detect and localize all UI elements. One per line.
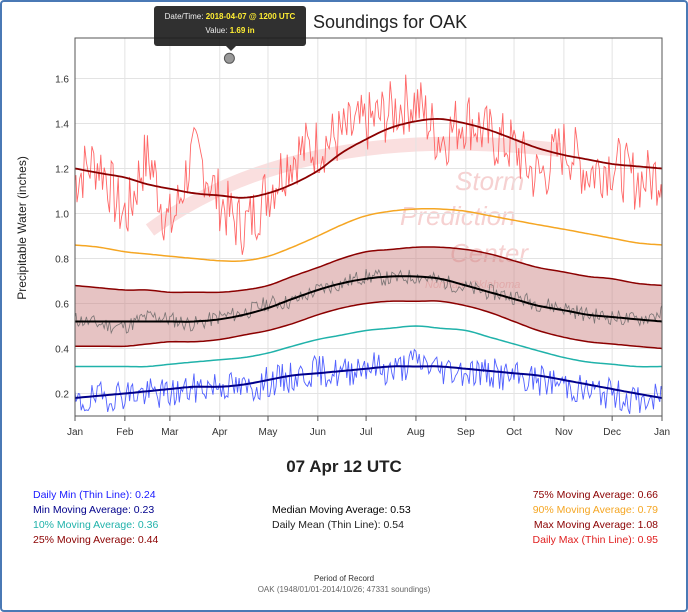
p25-moving-average-line [75,300,663,350]
interquartile-band [75,247,662,349]
x-tick-label: Jun [310,427,326,438]
tooltip-date-row: Date/Time: 2018-04-07 @ 1200 UTC [154,10,306,24]
stat-value: 0.54 [383,519,404,531]
y-tick-label: 0.2 [55,390,69,401]
tooltip-date-value: 2018-04-07 @ 1200 UTC [205,12,296,21]
p10-moving-average-line [75,325,662,368]
stat-label: Max Moving Average: [533,519,638,531]
watermark-line-3: Center [450,238,529,268]
y-tick-label: 1.4 [55,120,69,131]
stat-row: 10% Moving Average: 0.36 [33,519,158,531]
period-of-record-title: Period of Record [313,574,375,583]
stat-row: Daily Mean (Thin Line): 0.54 [272,519,404,531]
y-tick-label: 1.2 [55,165,69,176]
tooltip-value-label: Value: [205,26,228,35]
stat-value: 0.79 [637,504,658,516]
x-tick-label: May [259,427,278,438]
stat-row: Max Moving Average: 1.08 [534,519,658,531]
daily-min-line [74,348,663,414]
stat-label: Min Moving Average: [33,504,134,516]
y-tick-label: 0.6 [55,300,69,311]
stat-row: Daily Min (Thin Line): 0.24 [33,489,156,501]
y-tick-label: 1.6 [55,75,69,86]
stat-value: 0.23 [133,504,155,516]
p75-moving-average-line [74,246,663,294]
stat-label: Median Moving Average: [272,504,391,516]
stat-label: 75% Moving Average: [532,489,638,501]
x-tick-label: Nov [555,427,573,438]
daily-mean-line [74,268,663,335]
stat-row: Daily Max (Thin Line): 0.95 [533,534,658,546]
x-tick-label: Feb [116,427,134,438]
x-tick-label: Jan [654,427,670,438]
precipitable-water-chart: Storm Prediction Center Norman, Oklahoma… [15,12,670,438]
spc-watermark: Storm Prediction Center Norman, Oklahoma [145,136,561,291]
y-tick-label: 0.4 [55,345,69,356]
stat-value: 0.24 [135,489,156,501]
tooltip-date-label: Date/Time: [164,12,204,21]
y-tick-label: 0.8 [55,255,69,266]
x-tick-label: Apr [212,427,228,438]
stat-value: 0.44 [137,534,159,546]
tooltip-value-value: 1.69 in [229,26,255,35]
x-tick-label: Aug [407,427,425,438]
median-moving-average-line [75,275,663,323]
tooltip-value-row: Value: 1.69 in [154,24,306,38]
stat-label: 25% Moving Average: [33,534,138,546]
chart-series [74,74,663,414]
tooltip-pointer [226,46,236,51]
stat-value: 0.66 [637,489,658,501]
daily-max-line [74,74,663,255]
y-tick-label: 1.0 [55,210,69,221]
y-axis-title: Precipitable Water (inches) [15,156,29,300]
stat-row: 90% Moving Average: 0.79 [533,504,658,516]
x-tick-label: Mar [161,427,179,438]
stat-value: 0.95 [637,534,658,546]
stat-row: 75% Moving Average: 0.66 [533,489,658,501]
watermark-swoosh [145,136,561,236]
x-tick-label: Sep [457,427,475,438]
stat-value: 1.08 [637,519,658,531]
stat-label: 90% Moving Average: [532,504,638,516]
selected-date-title: 07 Apr 12 UTC [286,457,402,476]
plot-border [74,37,663,417]
chart-axes: 0.2 0.4 0.6 0.8 1.0 1.2 1.4 1.6 Jan Feb Mar Apr May J… [55,37,670,438]
stat-label: 10% Moving Average: [33,519,138,531]
watermark-line-2: Prediction [400,201,516,231]
min-moving-average-line [74,365,663,399]
stat-label: Daily Max (Thin Line): [532,534,638,546]
x-tick-label: Jan [67,427,83,438]
stat-value: 0.36 [137,519,159,531]
period-of-record-value: OAK (1948/01/01-2014/10/26; 47331 soundi… [257,585,431,594]
stat-row: Min Moving Average: 0.23 [33,504,154,516]
watermark-line-1: Storm [455,166,524,196]
stat-row: Median Moving Average: 0.53 [272,504,411,516]
x-tick-label: Dec [603,427,621,438]
highlighted-point[interactable] [223,52,235,64]
stat-value: 0.53 [390,504,411,516]
tooltip: Date/Time: 2018-04-07 @ 1200 UTC Value: … [154,6,306,46]
x-tick-label: Oct [506,427,522,438]
interquartile-fill [75,247,662,349]
max-moving-average-line [74,117,663,199]
stat-row: 25% Moving Average: 0.44 [33,534,158,546]
watermark-line-4: Norman, Oklahoma [425,279,520,291]
stat-label: Daily Mean (Thin Line): [272,519,384,531]
stat-label: Daily Min (Thin Line): [33,489,136,501]
p90-moving-average-line [74,207,663,262]
x-tick-label: Jul [360,427,373,438]
chart-title: Soundings for OAK [313,12,467,32]
